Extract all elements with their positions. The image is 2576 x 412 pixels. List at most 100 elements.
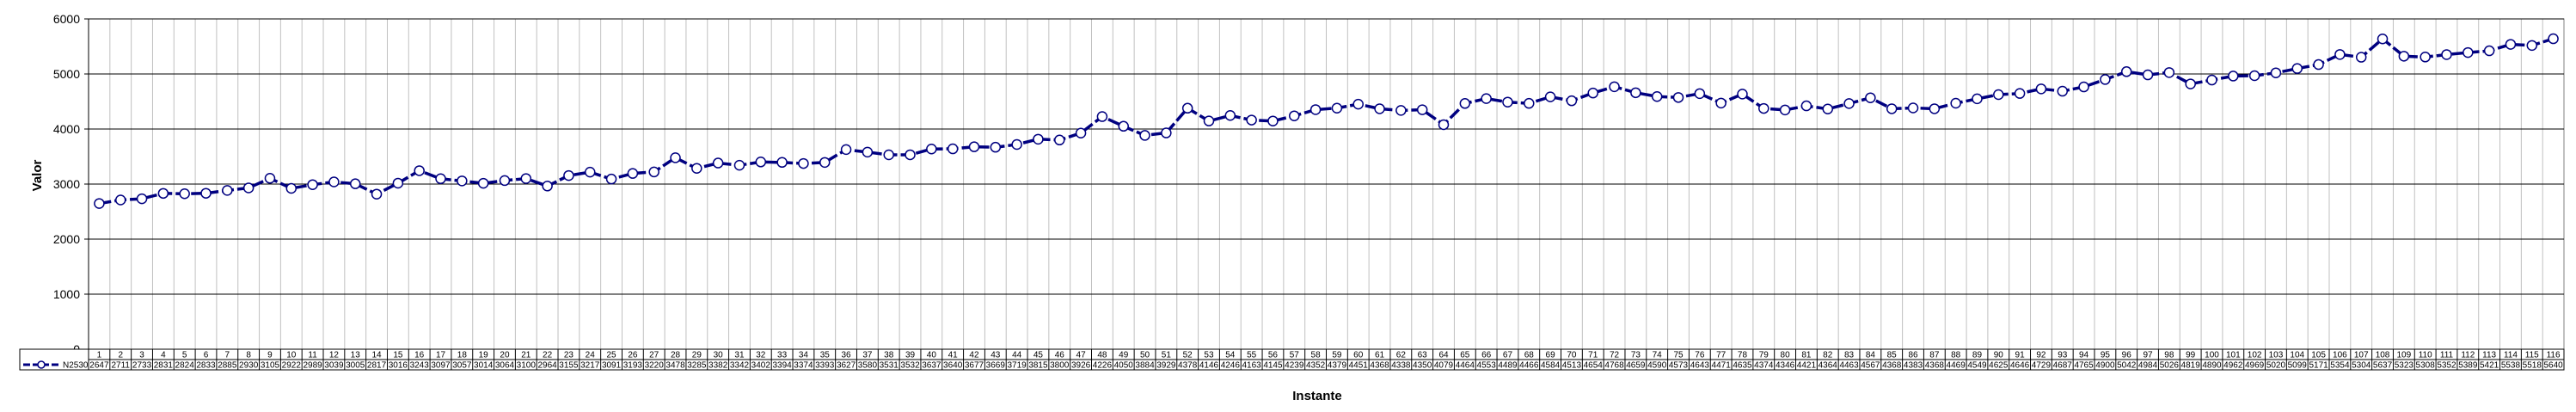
data-value-label: 5640 xyxy=(2543,361,2563,371)
data-point xyxy=(1524,97,1535,109)
data-point xyxy=(776,157,788,169)
category-label: 37 xyxy=(862,351,873,360)
data-point xyxy=(926,143,937,155)
category-label: 6 xyxy=(204,351,209,360)
category-label: 88 xyxy=(1951,351,1961,360)
data-point xyxy=(1438,119,1450,131)
category-label: 97 xyxy=(2143,351,2153,360)
data-point xyxy=(1779,104,1791,116)
category-label: 70 xyxy=(1567,351,1577,360)
data-point xyxy=(1395,105,1407,116)
data-value-label: 4553 xyxy=(1477,361,1497,371)
category-label: 39 xyxy=(905,351,916,360)
data-value-label: 4659 xyxy=(1626,361,1646,371)
data-point xyxy=(1139,130,1150,141)
category-label: 99 xyxy=(2186,351,2196,360)
category-label: 68 xyxy=(1524,351,1535,360)
data-point xyxy=(2463,46,2474,58)
data-value-label: 4364 xyxy=(1819,361,1838,371)
data-value-label: 2647 xyxy=(89,361,109,371)
category-label: 78 xyxy=(1738,351,1748,360)
data-point xyxy=(2398,51,2410,62)
data-point xyxy=(1502,96,1513,108)
data-point xyxy=(1203,115,1215,126)
data-value-label: 4079 xyxy=(1434,361,1454,371)
data-value-label: 2824 xyxy=(175,361,195,371)
data-value-label: 4573 xyxy=(1669,361,1689,371)
category-label: 57 xyxy=(1290,351,1300,360)
category-label: 92 xyxy=(2036,351,2046,360)
data-point xyxy=(457,175,468,187)
data-point xyxy=(2185,78,2196,89)
data-point xyxy=(905,149,916,161)
legend-marker xyxy=(37,360,46,369)
data-point xyxy=(1352,98,1364,110)
data-point xyxy=(2142,69,2154,81)
category-label: 13 xyxy=(351,351,361,360)
data-point xyxy=(242,182,255,194)
data-value-label: 2885 xyxy=(218,361,237,371)
data-point xyxy=(2163,67,2175,78)
data-point xyxy=(2057,85,2069,97)
data-point xyxy=(1161,127,1172,138)
category-label: 47 xyxy=(1076,351,1087,360)
data-point xyxy=(947,143,959,155)
data-value-label: 3719 xyxy=(1008,361,1027,371)
data-value-label: 5099 xyxy=(2288,361,2308,371)
category-label: 91 xyxy=(2015,351,2026,360)
y-tick-label: 4000 xyxy=(53,122,80,136)
data-value-label: 3926 xyxy=(1071,361,1091,371)
category-label: 115 xyxy=(2525,351,2539,360)
data-value-label: 3402 xyxy=(751,361,771,371)
data-point xyxy=(520,173,532,184)
category-label: 10 xyxy=(286,351,297,360)
data-point xyxy=(1630,87,1641,99)
data-point xyxy=(2100,74,2111,85)
data-table: 1264722711327334283152824628337288582930… xyxy=(19,348,2565,371)
data-value-label: 4146 xyxy=(1199,361,1219,371)
data-value-label: 3531 xyxy=(880,361,899,371)
data-point xyxy=(200,188,212,199)
data-point xyxy=(1609,81,1620,93)
category-label: 18 xyxy=(457,351,468,360)
data-value-label: 3580 xyxy=(858,361,878,371)
data-value-label: 5389 xyxy=(2458,361,2478,371)
category-label: 60 xyxy=(1353,351,1364,360)
data-value-label: 4368 xyxy=(1882,361,1902,371)
data-value-label: 4984 xyxy=(2138,361,2158,371)
category-label: 8 xyxy=(246,351,251,360)
data-value-label: 3929 xyxy=(1156,361,1176,371)
data-point xyxy=(2526,40,2538,52)
category-label: 74 xyxy=(1653,351,1663,360)
data-point xyxy=(1331,102,1343,114)
data-value-label: 3884 xyxy=(1135,361,1155,371)
data-point xyxy=(862,146,874,158)
category-label: 82 xyxy=(1823,351,1833,360)
category-label: 46 xyxy=(1055,351,1065,360)
category-label: 104 xyxy=(2290,351,2304,360)
category-label: 72 xyxy=(1610,351,1620,360)
data-value-label: 3016 xyxy=(389,361,408,371)
data-value-label: 2711 xyxy=(111,361,130,371)
data-point xyxy=(285,182,297,194)
data-value-label: 4635 xyxy=(1733,361,1752,371)
data-point xyxy=(1267,115,1279,126)
data-point xyxy=(2505,39,2517,50)
data-point xyxy=(1972,93,1983,105)
data-point xyxy=(883,149,894,161)
category-label: 19 xyxy=(479,351,489,360)
category-label: 108 xyxy=(2376,351,2390,360)
data-value-label: 4050 xyxy=(1114,361,1134,371)
data-value-label: 3217 xyxy=(580,361,600,371)
category-label: 105 xyxy=(2311,351,2326,360)
category-label: 16 xyxy=(414,351,425,360)
data-point xyxy=(733,159,745,171)
data-point xyxy=(563,169,574,181)
data-value-label: 2833 xyxy=(196,361,216,371)
category-label: 94 xyxy=(2079,351,2089,360)
category-label: 98 xyxy=(2164,351,2174,360)
category-label: 55 xyxy=(1247,351,1257,360)
category-label: 7 xyxy=(225,351,230,360)
data-value-label: 3243 xyxy=(410,361,430,371)
data-value-label: 5304 xyxy=(2352,361,2371,371)
